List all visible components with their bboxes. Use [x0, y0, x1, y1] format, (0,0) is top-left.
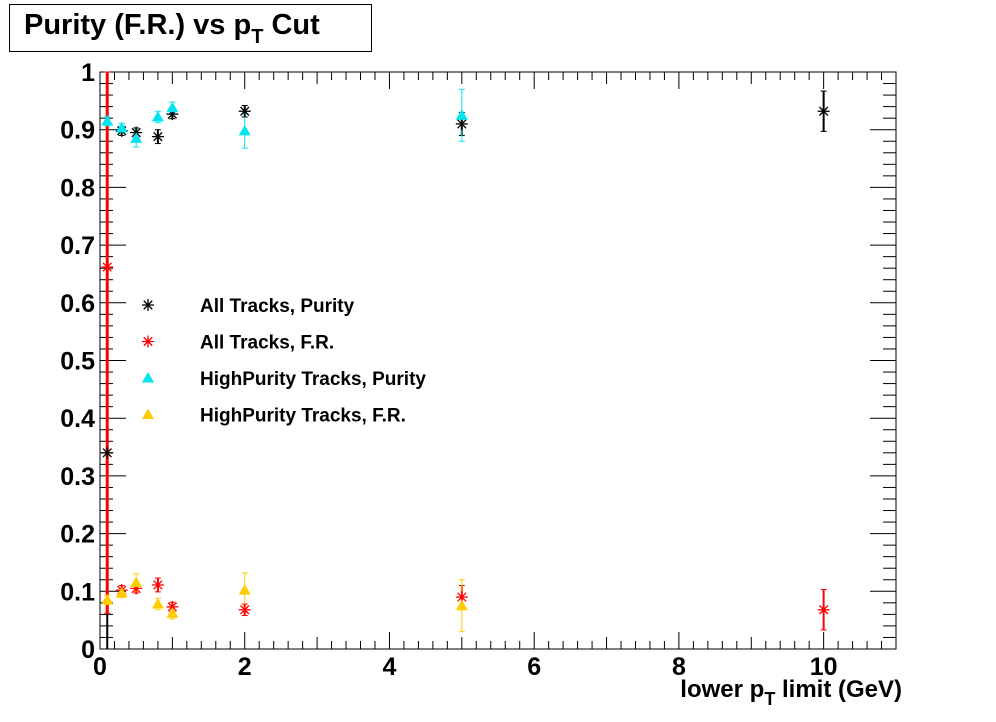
y-tick-label: 0.7	[60, 232, 95, 260]
data-point-triangle	[115, 587, 128, 598]
data-point-asterisk	[238, 105, 251, 118]
data-point-triangle	[115, 121, 128, 133]
y-tick-label: 0.3	[60, 463, 95, 491]
y-tick-label: 0.4	[60, 405, 95, 433]
data-point-asterisk	[151, 578, 164, 591]
y-tick-label: 0.1	[60, 578, 95, 606]
data-point-triangle	[101, 115, 114, 126]
legend-marker-asterisk	[142, 299, 154, 311]
legend-label: All Tracks, Purity	[200, 296, 355, 317]
data-point-triangle	[101, 593, 114, 605]
asterisk-stroke	[153, 580, 163, 590]
asterisk-stroke	[102, 448, 112, 458]
data-point-triangle	[151, 111, 164, 122]
legend: All Tracks, Purity All Tracks, F.R. HighPu…	[142, 296, 426, 427]
asterisk-stroke	[143, 300, 153, 310]
y-tick-label: 0.9	[60, 117, 95, 145]
axis-tick-labels: 00.10.20.30.40.50.60.70.80.910 2 4 6 8 10	[60, 59, 837, 681]
asterisk-stroke	[818, 605, 829, 615]
asterisk-stroke	[240, 605, 250, 615]
chart-title-box: Purity (F.R.) vs pT Cut	[9, 4, 372, 52]
data-point-asterisk	[238, 603, 251, 616]
y-tick-label: 0	[81, 636, 95, 664]
data-point-triangle	[238, 124, 251, 136]
data-point-asterisk	[817, 105, 830, 118]
asterisk-stroke	[143, 336, 153, 347]
y-tick-label: 0.2	[60, 521, 95, 549]
legend-label: All Tracks, F.R.	[200, 333, 334, 354]
asterisk-stroke	[102, 262, 112, 272]
asterisk-stroke	[240, 106, 250, 116]
asterisk-stroke	[457, 119, 467, 129]
data-point-asterisk	[817, 603, 830, 616]
legend-marker-triangle	[142, 372, 154, 383]
plot-frame	[99, 71, 897, 650]
data-point-triangle	[238, 584, 251, 595]
data-point-triangle	[455, 109, 468, 120]
asterisk-stroke	[457, 592, 467, 602]
x-tick-label: 8	[672, 653, 686, 681]
asterisk-stroke	[167, 602, 178, 612]
chart-title: Purity (F.R.) vs pT Cut	[24, 9, 320, 48]
y-tick-label: 0.8	[60, 174, 95, 202]
data-point-triangle	[455, 599, 468, 611]
y-tick-label: 0.6	[60, 290, 95, 318]
asterisk-stroke	[818, 106, 829, 116]
data-point-triangle	[166, 607, 179, 618]
y-tick-label: 0.5	[60, 348, 95, 376]
legend-marker-asterisk	[142, 335, 154, 348]
x-tick-label: 0	[93, 653, 107, 681]
legend-marker-triangle	[142, 408, 154, 419]
x-tick-label: 6	[527, 653, 541, 681]
data-point-asterisk	[151, 130, 164, 143]
x-tick-label: 4	[383, 653, 397, 681]
legend-label: HighPurity Tracks, F.R.	[200, 406, 406, 427]
data-point-asterisk	[101, 446, 114, 459]
x-axis-label: lower pT limit (GeV)	[680, 676, 902, 709]
asterisk-stroke	[153, 131, 163, 142]
data-point-triangle	[130, 132, 143, 143]
x-tick-label: 2	[238, 653, 252, 681]
data-point-triangle	[166, 101, 179, 113]
data-point-triangle	[151, 597, 164, 609]
y-tick-label: 1	[81, 59, 95, 87]
x-tick-label: 10	[810, 653, 838, 681]
legend-label: HighPurity Tracks, Purity	[200, 369, 426, 390]
data-point-asterisk	[455, 117, 468, 130]
data-markers	[101, 101, 830, 618]
data-point-asterisk	[101, 261, 114, 274]
data-point-triangle	[130, 576, 143, 588]
